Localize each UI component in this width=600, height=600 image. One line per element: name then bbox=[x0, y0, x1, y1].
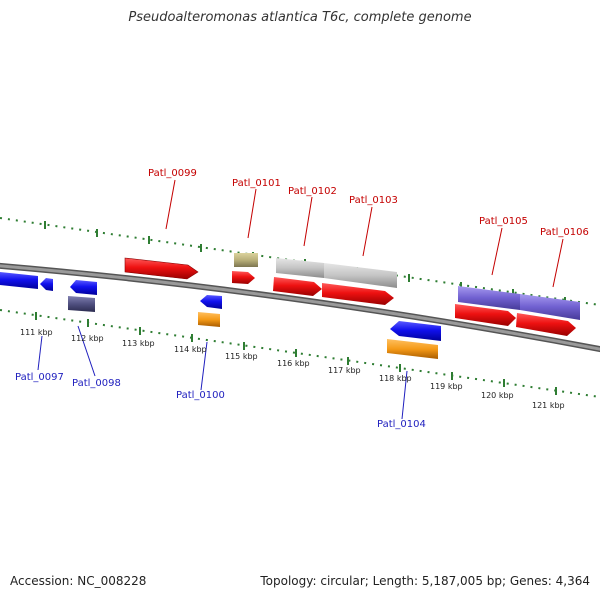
gene-gray-block-a[interactable] bbox=[276, 258, 324, 278]
gene-label-patl-0102: Patl_0102 bbox=[288, 186, 337, 197]
gene-gray-block-b[interactable] bbox=[324, 263, 397, 288]
gene-label-patl-0104: Patl_0104 bbox=[377, 419, 426, 430]
tick-label: 118 kbp bbox=[379, 374, 412, 383]
gene-label-patl-0099: Patl_0099 bbox=[148, 168, 197, 179]
tick-label: 115 kbp bbox=[225, 352, 258, 361]
reverse-strand-genes bbox=[0, 272, 441, 359]
genome-backbone bbox=[0, 262, 600, 353]
gene-patl-0104-orange[interactable] bbox=[387, 339, 438, 359]
gene-patl-0099[interactable] bbox=[124, 257, 199, 280]
tick-label: 112 kbp bbox=[71, 334, 104, 343]
gene-patl-0106-block[interactable] bbox=[520, 294, 580, 320]
tick-label: 114 kbp bbox=[174, 345, 207, 354]
tick-label: 117 kbp bbox=[328, 366, 361, 375]
forward-strand-genes bbox=[124, 253, 580, 336]
accession-label: Accession: bbox=[10, 574, 74, 588]
gene-patl-0098-arrow[interactable] bbox=[70, 280, 97, 295]
gene-patl-0100-orange[interactable] bbox=[198, 312, 220, 327]
gene-label-patl-0105: Patl_0105 bbox=[479, 216, 528, 227]
accession-value: NC_008228 bbox=[77, 574, 147, 588]
tick-label: 116 kbp bbox=[277, 359, 310, 368]
gene-blue-arrow-a[interactable] bbox=[0, 272, 38, 289]
tick-label: 119 kbp bbox=[430, 382, 463, 391]
tick-label: 113 kbp bbox=[122, 339, 155, 348]
gene-red-arrow-c[interactable] bbox=[455, 304, 516, 326]
gene-blue-arrow-b[interactable] bbox=[40, 278, 53, 291]
gene-label-patl-0100: Patl_0100 bbox=[176, 390, 225, 401]
accession-info: Accession: NC_008228 bbox=[10, 574, 146, 588]
gene-patl-0103-arrow[interactable] bbox=[322, 283, 394, 305]
gene-patl-0105-block[interactable] bbox=[458, 286, 520, 310]
tick-label: 111 kbp bbox=[20, 328, 53, 337]
reverse-gene-labels: Patl_0097 Patl_0098 Patl_0100 Patl_0104 bbox=[15, 372, 426, 430]
gene-patl-0101-box[interactable] bbox=[234, 253, 258, 267]
gene-red-arrow-d[interactable] bbox=[516, 313, 576, 336]
reverse-leader-lines bbox=[37, 325, 408, 420]
coordinate-tick-labels: 111 kbp 112 kbp 113 kbp 114 kbp 115 kbp … bbox=[20, 328, 565, 410]
lower-dotted-ruler bbox=[0, 309, 600, 398]
gene-label-patl-0097: Patl_0097 bbox=[15, 372, 64, 383]
forward-leader-lines bbox=[165, 179, 564, 288]
gene-patl-0102-arrow[interactable] bbox=[273, 277, 322, 296]
gene-patl-0100-arrow[interactable] bbox=[200, 295, 222, 309]
genome-summary: Topology: circular; Length: 5,187,005 bp… bbox=[260, 574, 590, 588]
gene-patl-0098-slate[interactable] bbox=[68, 296, 95, 312]
gene-small-red-arrow[interactable] bbox=[232, 271, 255, 284]
gene-label-patl-0106: Patl_0106 bbox=[540, 227, 589, 238]
forward-gene-labels: Patl_0099 Patl_0101 Patl_0102 Patl_0103 … bbox=[148, 168, 589, 238]
gene-label-patl-0098: Patl_0098 bbox=[72, 378, 121, 389]
genome-title: Pseudoalteromonas atlantica T6c, complet… bbox=[128, 10, 472, 25]
gene-label-patl-0103: Patl_0103 bbox=[349, 195, 398, 206]
tick-label: 120 kbp bbox=[481, 391, 514, 400]
gene-label-patl-0101: Patl_0101 bbox=[232, 178, 281, 189]
gene-patl-0104-arrow[interactable] bbox=[390, 321, 441, 341]
tick-label: 121 kbp bbox=[532, 401, 565, 410]
